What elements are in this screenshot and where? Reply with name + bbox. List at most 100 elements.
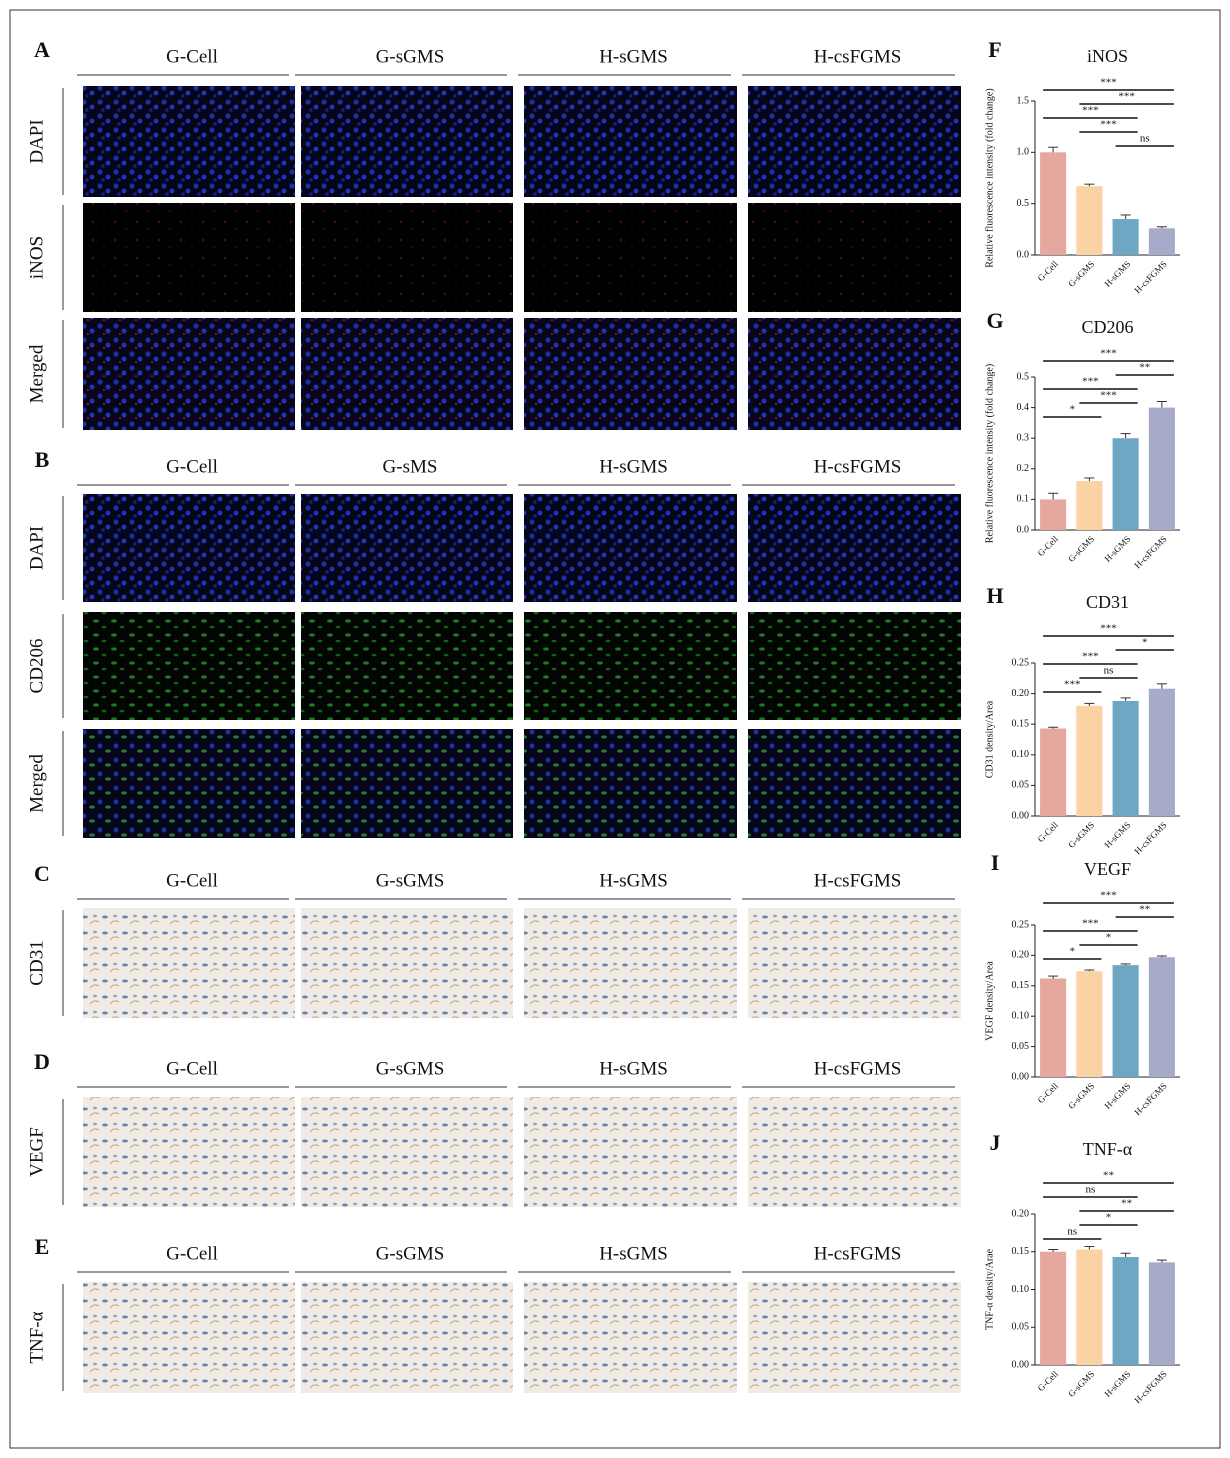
column-header: G-sGMS [376, 46, 445, 67]
significance-label: * [1142, 637, 1148, 649]
column-header: G-sGMS [376, 1243, 445, 1264]
y-tick-label: 0.2 [1017, 463, 1030, 474]
column-header: H-sGMS [599, 1243, 668, 1264]
y-tick-label: 0.15 [1012, 718, 1030, 729]
chart-title: CD206 [1081, 317, 1133, 337]
row-label: Merged [26, 754, 47, 813]
y-tick-label: 0.05 [1012, 780, 1030, 791]
x-tick-label: H-sGMS [1102, 1369, 1132, 1399]
row-label: iNOS [26, 236, 47, 279]
micrograph [83, 86, 295, 197]
micrograph [83, 494, 295, 602]
y-tick-label: 0.4 [1017, 402, 1030, 413]
bar [1112, 1257, 1139, 1365]
micrograph [301, 318, 513, 430]
micrograph [301, 1097, 513, 1207]
x-tick-label: G-Cell [1036, 1368, 1061, 1393]
micrograph [748, 1282, 961, 1393]
bar [1040, 1251, 1067, 1365]
significance-label: *** [1082, 918, 1099, 930]
significance-label: ns [1067, 1226, 1077, 1238]
y-tick-label: 0.0 [1017, 249, 1030, 260]
x-tick-label: H-sGMS [1102, 259, 1132, 289]
y-axis-label: TNF-α density/Arae [984, 1248, 995, 1330]
micrograph [524, 494, 737, 602]
x-tick-label: G-Cell [1036, 819, 1061, 844]
row-label: CD31 [26, 940, 47, 985]
significance-label: *** [1064, 679, 1081, 691]
x-tick-label: H-csFGMS [1132, 1369, 1168, 1405]
column-header: G-sGMS [376, 870, 445, 891]
significance-label: *** [1118, 91, 1135, 103]
bar [1112, 965, 1139, 1077]
bar [1076, 1249, 1103, 1365]
micrograph [524, 729, 737, 838]
bar [1040, 978, 1067, 1077]
micrograph [83, 1097, 295, 1207]
panel-letter: I [991, 850, 1000, 875]
significance-label: ns [1085, 1184, 1095, 1196]
bar [1148, 688, 1175, 816]
x-tick-label: G-Cell [1036, 258, 1061, 283]
y-tick-label: 0.15 [1012, 980, 1030, 991]
significance-label: *** [1100, 390, 1117, 402]
chart-title: TNF-α [1083, 1139, 1133, 1159]
y-tick-label: 0.10 [1012, 749, 1030, 760]
y-axis-label: CD31 density/Area [984, 700, 995, 778]
column-header: G-Cell [166, 1243, 218, 1264]
micrograph [748, 729, 961, 838]
column-header: G-Cell [166, 1058, 218, 1079]
micrograph [301, 86, 513, 197]
significance-label: * [1106, 932, 1112, 944]
y-tick-label: 0.5 [1017, 371, 1030, 382]
y-tick-label: 0.25 [1012, 657, 1030, 668]
panel-letter: D [34, 1049, 50, 1074]
significance-label: *** [1082, 105, 1099, 117]
significance-label: *** [1100, 77, 1117, 89]
significance-label: ** [1139, 904, 1150, 916]
column-header: G-sMS [383, 456, 438, 477]
significance-label: ** [1121, 1198, 1132, 1210]
row-label: TNF-α [26, 1311, 47, 1363]
y-tick-label: 0.5 [1017, 198, 1030, 209]
y-tick-label: 0.05 [1012, 1322, 1030, 1333]
y-tick-label: 0.25 [1012, 919, 1030, 930]
x-tick-label: H-csFGMS [1132, 259, 1168, 295]
column-header: H-csFGMS [814, 1058, 902, 1079]
bar [1148, 1262, 1175, 1365]
micrograph [524, 203, 737, 312]
bar [1040, 728, 1067, 816]
significance-label: *** [1100, 890, 1117, 902]
row-label: Merged [26, 344, 47, 403]
chart-title: CD31 [1086, 592, 1129, 612]
x-tick-label: H-csFGMS [1132, 820, 1168, 856]
significance-label: ns [1140, 133, 1150, 145]
column-header: G-sGMS [376, 1058, 445, 1079]
column-header: H-sGMS [599, 456, 668, 477]
bar [1076, 186, 1103, 255]
micrograph [301, 612, 513, 720]
y-tick-label: 0.1 [1017, 494, 1030, 505]
micrograph [524, 908, 737, 1018]
bar [1040, 152, 1067, 255]
micrograph [301, 1282, 513, 1393]
column-header: H-csFGMS [814, 1243, 902, 1264]
column-header: H-csFGMS [814, 46, 902, 67]
micrograph [748, 1097, 961, 1207]
micrograph [524, 1097, 737, 1207]
significance-label: *** [1100, 119, 1117, 131]
significance-label: ** [1139, 362, 1150, 374]
row-label: DAPI [26, 526, 47, 570]
micrograph [524, 318, 737, 430]
significance-label: * [1070, 946, 1076, 958]
micrograph [524, 1282, 737, 1393]
panel-letter: H [986, 583, 1003, 608]
row-label: DAPI [26, 119, 47, 163]
x-tick-label: G-Cell [1036, 533, 1061, 558]
x-tick-label: G-sGMS [1066, 820, 1096, 850]
micrograph [83, 612, 295, 720]
bar [1148, 228, 1175, 255]
bar [1076, 971, 1103, 1077]
y-tick-label: 0.15 [1012, 1246, 1030, 1257]
micrograph [748, 86, 961, 197]
